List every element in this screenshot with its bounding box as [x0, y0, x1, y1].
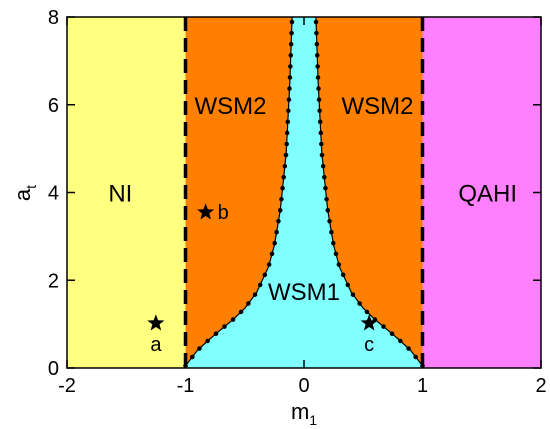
x-tick-label: 2: [535, 375, 546, 397]
y-axis-label: at: [10, 185, 39, 201]
region-wsm1: [185, 17, 423, 368]
region-ni: [67, 17, 186, 368]
y-tick-label: 4: [48, 183, 59, 205]
marker-label-c: c: [364, 334, 374, 356]
x-tick-label: 1: [417, 375, 428, 397]
y-tick-label: 8: [48, 7, 59, 29]
x-tick-label: -2: [58, 375, 76, 397]
star-marker-b: [197, 203, 215, 220]
region-labels: NI WSM2 WSM2 WSM1 QAHI: [108, 93, 517, 306]
y-tick-label: 2: [48, 270, 59, 292]
region-label-wsm1: WSM1: [268, 279, 340, 306]
marker-label-b: b: [218, 202, 229, 224]
star-marker-a: [147, 314, 165, 331]
region-fills: [67, 17, 541, 368]
star-markers: a b c: [147, 202, 378, 356]
y-tick-label: 6: [48, 95, 59, 117]
x-tick-label: 0: [298, 375, 309, 397]
region-label-qahi: QAHI: [458, 181, 517, 208]
region-qahi: [422, 17, 541, 368]
axis-ticks: -2 -1 0 1 2 0 2 4 6 8: [48, 7, 547, 397]
region-label-wsm2: WSM2: [341, 93, 413, 120]
boundary-dots-left: [183, 14, 295, 369]
region-label-ni: NI: [108, 181, 132, 208]
y-tick-label: 0: [48, 358, 59, 380]
boundary-dots-right: [313, 14, 425, 369]
marker-label-a: a: [150, 334, 162, 356]
x-axis-label: m1: [291, 399, 317, 428]
x-tick-label: -1: [177, 375, 195, 397]
star-marker-c: [360, 314, 378, 331]
region-label-wsm2: WSM2: [195, 93, 267, 120]
phase-boundaries: [183, 14, 425, 369]
